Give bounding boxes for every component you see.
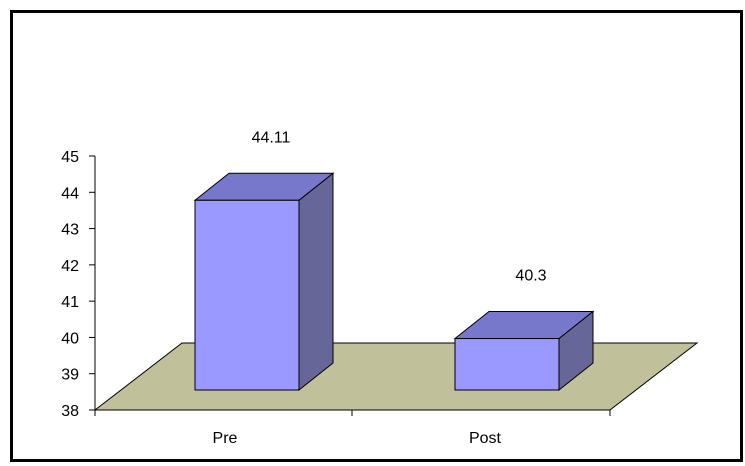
data-label-post: 40.3 [515,268,546,285]
category-label-post: Post [469,430,502,447]
y-tick-label: 39 [61,367,79,384]
y-tick-label: 38 [61,403,79,420]
y-tick-label: 44 [61,185,79,202]
bar-pre [194,199,300,391]
y-tick-label: 40 [61,330,79,347]
data-label-pre: 44.11 [252,129,291,146]
bar-post [454,338,560,391]
chart-floor [93,342,699,411]
y-tick-label: 45 [61,149,79,166]
y-tick-label: 41 [61,294,79,311]
y-tick-label: 42 [61,258,79,275]
category-label-pre: Pre [213,430,238,447]
y-tick-label: 43 [61,222,79,239]
bar-side-pre [298,172,334,392]
